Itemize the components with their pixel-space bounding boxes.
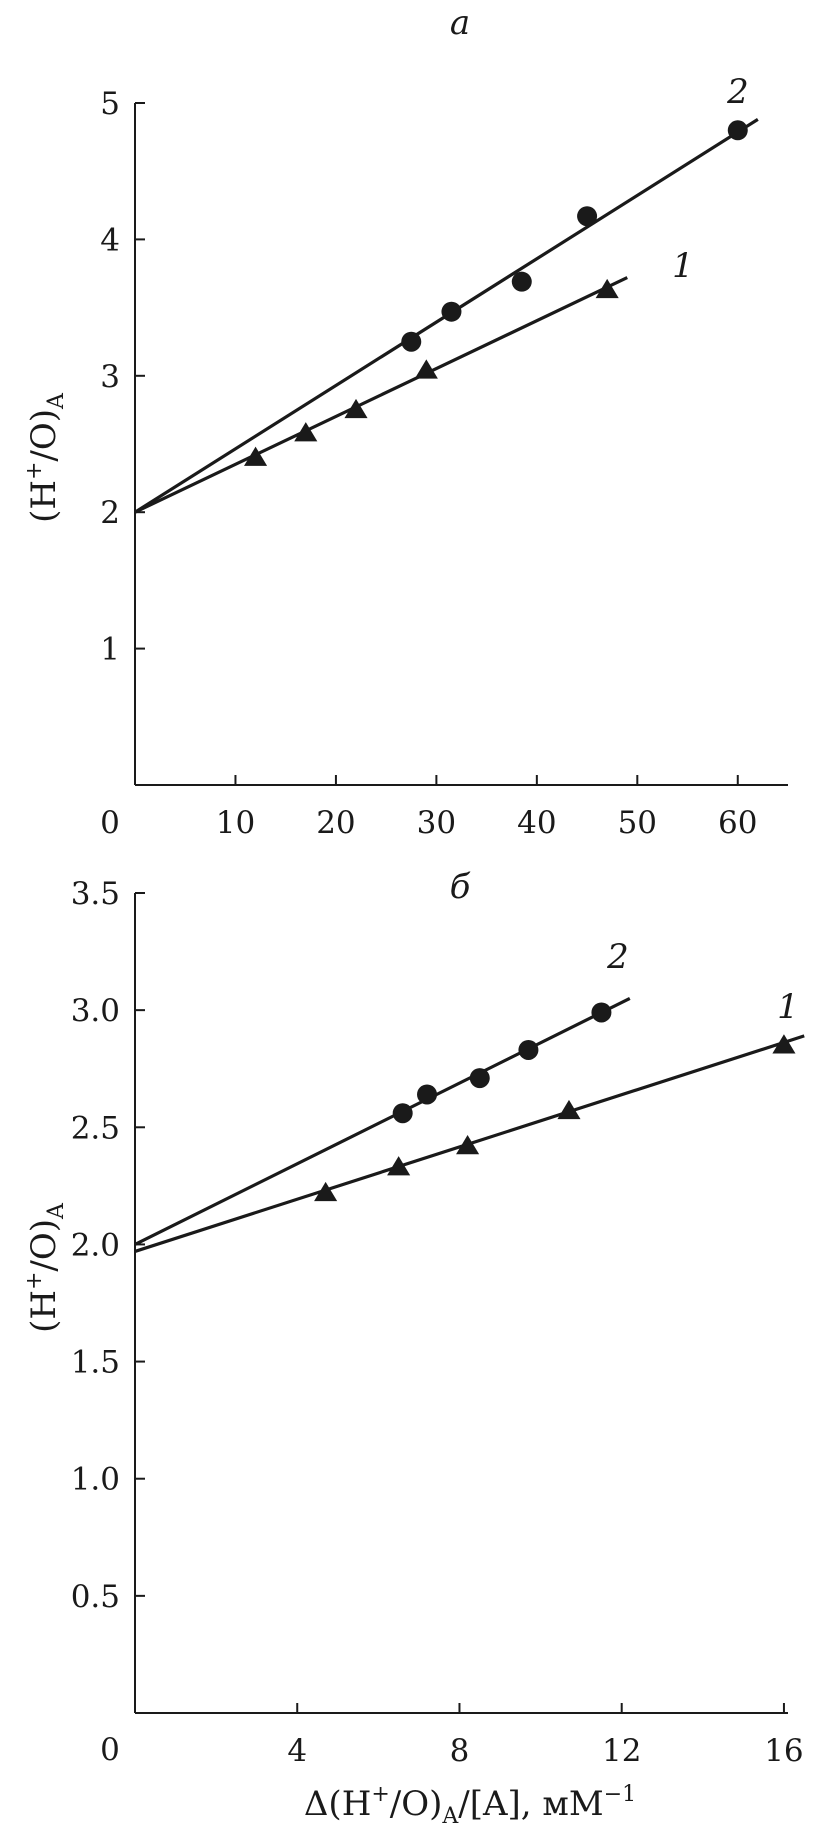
- panel-b-ticks: 4 8 12 160.51.01.52.02.53.03.5: [71, 876, 804, 1769]
- panel-a-y-tick-label: 1: [100, 632, 120, 668]
- panel-b-y-tick-label: 3.0: [71, 993, 120, 1029]
- panel-b: б 0 4 8 12 16 0.5 1.0 1.5 2.0 2.5 3.0 3.5 2 1 (H+/…: [22, 867, 805, 1829]
- panel-a-series-2-point: [441, 301, 462, 322]
- panel-b-series-2-point: [417, 1084, 438, 1105]
- panel-a-series-1-point: [344, 398, 368, 419]
- panel-a-series-1-point: [294, 422, 318, 442]
- panel-a-x-tick-label: 20: [316, 805, 355, 841]
- panel-a: a 0 10 20 30 40 50 60 1 2 3 4 5 2 1 (H+/O)A: [22, 3, 788, 841]
- panel-b-series-2-point: [518, 1039, 539, 1060]
- panel-b-x-tick-label: 16: [764, 1733, 803, 1769]
- panel-b-y-tick-label: 1.5: [71, 1345, 120, 1381]
- panel-b-series-1-label: 1: [777, 987, 799, 1027]
- panel-a-y-tick-label: 4: [100, 222, 120, 258]
- panel-b-label: б: [450, 867, 471, 907]
- panel-a-y-axis-title: (H+/O)A: [22, 392, 69, 523]
- panel-b-series-1-point: [772, 1034, 796, 1054]
- panel-b-x-tick-label: 4: [287, 1733, 307, 1769]
- panel-a-series-2-point: [727, 120, 748, 141]
- panel-a-label: a: [450, 3, 470, 43]
- panel-b-series-2-point: [591, 1002, 612, 1023]
- panel-b-y-tick-label: 2.5: [71, 1110, 120, 1146]
- panel-b-y-tick-label: 0.5: [71, 1579, 120, 1615]
- panel-a-y-tick-label: 2: [100, 495, 120, 531]
- panel-b-x-tick-label: 8: [450, 1733, 470, 1769]
- panel-a-x-tick-label: 10: [216, 805, 255, 841]
- panel-a-origin-label: 0: [100, 805, 120, 841]
- panel-b-series-1-point: [314, 1181, 338, 1202]
- panel-a-x-tick-label: 60: [718, 805, 757, 841]
- panel-a-markers: [244, 120, 748, 466]
- panel-b-y-tick-label: 2.0: [71, 1227, 120, 1263]
- panel-b-series-2-label: 2: [606, 937, 629, 977]
- panel-a-series-1-point: [244, 446, 268, 466]
- panel-a-x-tick-label: 40: [517, 805, 556, 841]
- panel-a-y-tick-label: 5: [100, 86, 120, 122]
- panel-b-x-axis-title: Δ(H+/O)A/[A], мМ−1: [304, 1782, 636, 1829]
- panel-a-series-2-label: 2: [726, 72, 749, 112]
- panel-a-x-tick-label: 50: [618, 805, 657, 841]
- panel-a-y-tick-label: 3: [100, 359, 120, 395]
- panel-a-series-1-point: [414, 359, 438, 379]
- panel-b-y-axis-title: (H+/O)A: [22, 1202, 69, 1333]
- panel-b-y-tick-label: 3.5: [71, 876, 120, 912]
- panel-b-series-2-fit-line: [134, 996, 631, 1246]
- panel-b-fit-lines: [134, 996, 805, 1253]
- panel-a-series-2-point: [401, 331, 422, 352]
- panel-b-markers: [314, 1002, 796, 1202]
- panel-b-series-2-point: [469, 1068, 490, 1089]
- panel-a-series-1-point: [595, 278, 619, 299]
- panel-a-series-2-point: [577, 206, 598, 227]
- panel-b-x-tick-label: 12: [602, 1733, 641, 1769]
- panel-a-series-1-fit-line: [134, 276, 628, 514]
- panel-b-series-2-point: [392, 1103, 413, 1124]
- panel-a-x-tick-label: 30: [417, 805, 456, 841]
- panel-a-series-2-point: [511, 271, 532, 292]
- panel-b-series-1-point: [387, 1156, 411, 1176]
- panel-a-series-1-label: 1: [672, 246, 694, 286]
- panel-b-y-tick-label: 1.0: [71, 1462, 120, 1498]
- panel-b-series-1-point: [456, 1135, 480, 1155]
- panel-b-origin-label: 0: [100, 1732, 120, 1768]
- panel-b-series-1-point: [557, 1099, 581, 1120]
